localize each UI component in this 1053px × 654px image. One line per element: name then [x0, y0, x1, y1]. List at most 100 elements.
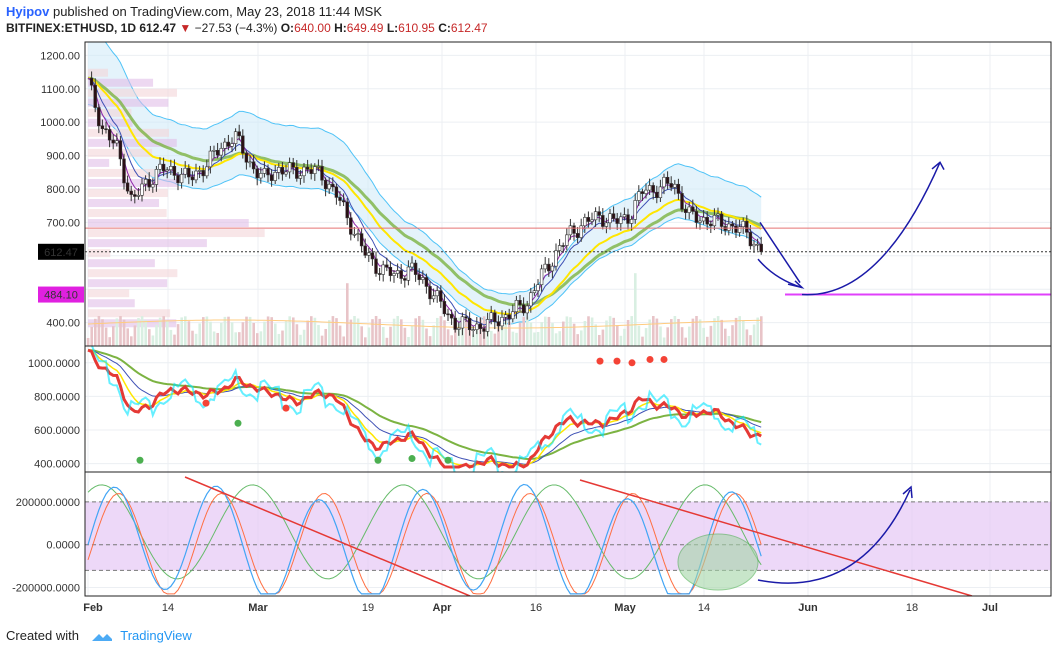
- volume-bar: [446, 329, 450, 346]
- candle-body: [568, 225, 573, 236]
- volume-bar: [173, 334, 176, 346]
- volume-bar: [238, 332, 241, 346]
- candle-body: [608, 213, 612, 224]
- candle-body: [215, 149, 220, 156]
- candle-body: [647, 185, 652, 191]
- candle-body: [644, 189, 648, 194]
- volume-bar: [209, 321, 212, 346]
- volume-bar: [666, 327, 669, 346]
- volume-bar: [490, 330, 493, 346]
- candle-body: [118, 140, 123, 160]
- volume-profile-bar: [88, 309, 171, 318]
- candle-body: [223, 141, 227, 149]
- volume-bar: [331, 316, 335, 346]
- trendline-1: [184, 476, 471, 596]
- volume-bar: [281, 330, 284, 346]
- candle-body: [446, 313, 450, 316]
- osc-signal-dot: [234, 419, 242, 427]
- volume-bar: [720, 319, 723, 346]
- candle-body: [421, 277, 425, 280]
- volume-bar: [598, 334, 601, 346]
- candle-body: [161, 163, 166, 172]
- oscillator-panel[interactable]: [87, 344, 762, 475]
- candle-body: [539, 268, 544, 285]
- candle-body: [291, 162, 295, 168]
- axis-labels: 1200.00 1100.00 1000.00 900.00 800.00 700.00 4…: [12, 50, 998, 614]
- volume-profile-bar: [88, 219, 249, 228]
- stochastic-panel[interactable]: [85, 476, 1051, 596]
- volume-bar: [212, 331, 216, 346]
- candle-body: [251, 161, 256, 170]
- candle-body: [190, 176, 195, 181]
- volume-bar: [148, 329, 151, 346]
- volume-bar: [90, 326, 93, 346]
- volume-bar: [522, 316, 525, 346]
- candle-body: [305, 166, 310, 170]
- candle-body: [583, 217, 587, 227]
- osc-signal-dot: [628, 359, 636, 367]
- volume-bar: [184, 316, 187, 346]
- volume-bar: [536, 331, 540, 346]
- volume-profile-bar: [88, 209, 167, 218]
- author-name[interactable]: Hyipov: [6, 4, 50, 19]
- candle-body: [302, 166, 306, 177]
- low-value: 610.95: [398, 21, 435, 35]
- candle-body: [107, 129, 112, 141]
- trendline-2: [579, 479, 973, 596]
- projection-up-arrow: [801, 161, 941, 296]
- volume-bar: [220, 322, 223, 346]
- osc-signal-dot: [596, 357, 604, 365]
- volume-profile-bar: [88, 118, 133, 127]
- volume-profile-bar: [88, 229, 265, 238]
- candle-body: [478, 323, 483, 329]
- candle-body: [701, 216, 706, 222]
- volume-bar: [515, 332, 518, 346]
- candle-body: [521, 304, 526, 314]
- price-axis-tick: 1200.00: [40, 50, 80, 62]
- volume-bar: [198, 323, 201, 346]
- volume-bar: [684, 337, 687, 346]
- volume-bar: [454, 324, 457, 346]
- volume-profile-bar: [88, 249, 111, 258]
- tradingview-brand-link[interactable]: TradingView: [120, 628, 192, 643]
- volume-bar: [126, 328, 129, 346]
- date-axis-tick: Jun: [798, 602, 818, 614]
- volume-bar: [140, 316, 144, 346]
- volume-profile-bar: [88, 199, 160, 208]
- volume-bar: [374, 316, 378, 346]
- candle-body: [759, 243, 763, 253]
- candle-body: [115, 140, 119, 144]
- volume-bar: [421, 319, 425, 346]
- candle-body: [529, 292, 533, 307]
- volume-bar: [634, 273, 637, 346]
- change-arrow-icon: ▼: [179, 21, 192, 35]
- close-label: C:: [438, 21, 451, 35]
- candle-body: [377, 273, 382, 275]
- volume-bar: [288, 316, 291, 346]
- candle-body: [395, 270, 400, 274]
- open-value: 640.00: [294, 21, 331, 35]
- date-axis-tick: 18: [906, 602, 918, 614]
- candle-body: [755, 243, 760, 246]
- candle-body: [259, 173, 263, 179]
- volume-profile-bar: [88, 319, 177, 328]
- candle-body: [129, 190, 133, 195]
- projection-down-arrow: [757, 258, 803, 289]
- volume-profile-bar: [88, 88, 177, 97]
- volume-bar: [284, 321, 288, 346]
- support-price-tag: [38, 286, 84, 303]
- osc-signal-dot: [374, 456, 382, 464]
- open-label: O:: [280, 21, 295, 35]
- candle-body: [125, 182, 130, 192]
- candle-body: [748, 231, 753, 247]
- candle-body: [334, 186, 339, 198]
- last-price-tag: [38, 243, 84, 260]
- candle-body: [313, 166, 317, 174]
- price-panel[interactable]: [85, 25, 1051, 346]
- stoch-axis-tick: -200000.0000: [12, 582, 80, 594]
- volume-bar: [158, 317, 162, 346]
- stoch-axis-tick: 0.0000: [46, 540, 80, 552]
- candle-body: [442, 301, 447, 315]
- candle-body: [266, 168, 270, 176]
